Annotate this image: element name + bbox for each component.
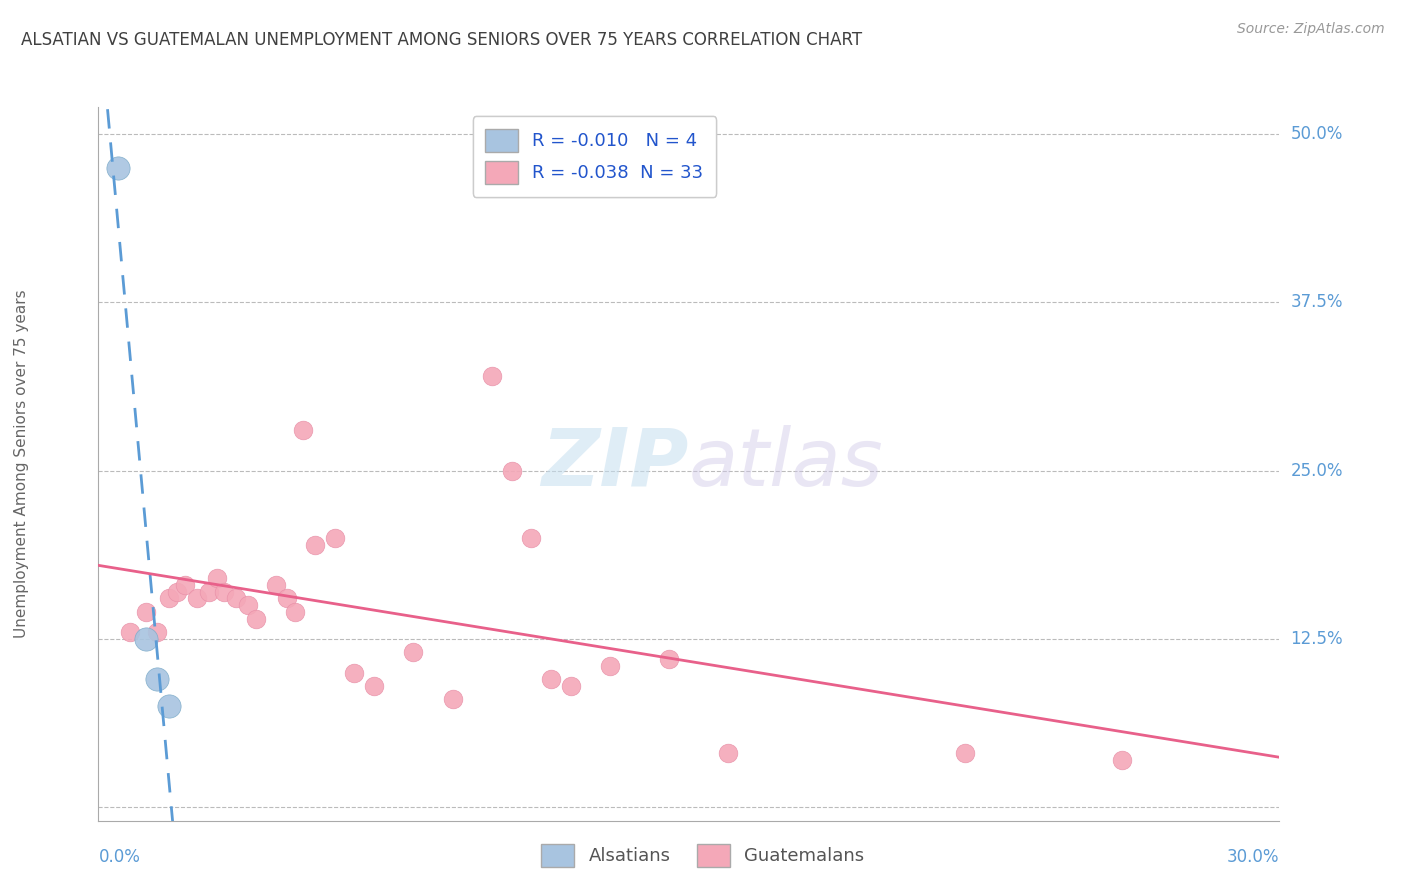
Point: [135, 605, 157, 619]
Text: 50.0%: 50.0%: [1291, 125, 1343, 143]
Point: [214, 584, 236, 599]
Point: [146, 625, 169, 640]
Text: 30.0%: 30.0%: [1227, 848, 1279, 866]
Point: [953, 747, 976, 761]
Point: [402, 645, 425, 659]
Point: [186, 591, 208, 606]
Point: [166, 584, 188, 599]
Text: atlas: atlas: [689, 425, 884, 503]
Point: [292, 423, 315, 437]
Point: [157, 699, 180, 714]
Text: 25.0%: 25.0%: [1291, 461, 1343, 480]
Point: [441, 692, 464, 706]
Point: [118, 625, 141, 640]
Point: [323, 531, 346, 545]
Point: [236, 598, 259, 612]
Text: 37.5%: 37.5%: [1291, 293, 1343, 311]
Text: Unemployment Among Seniors over 75 years: Unemployment Among Seniors over 75 years: [14, 290, 30, 638]
Point: [245, 612, 267, 626]
Legend: Alsatians, Guatemalans: Alsatians, Guatemalans: [534, 837, 872, 874]
Point: [599, 658, 621, 673]
Point: [343, 665, 366, 680]
Point: [146, 673, 169, 687]
Point: [264, 578, 287, 592]
Point: [157, 591, 180, 606]
Point: [174, 578, 197, 592]
Point: [658, 652, 681, 666]
Point: [107, 161, 129, 175]
Legend: R = -0.010   N = 4, R = -0.038  N = 33: R = -0.010 N = 4, R = -0.038 N = 33: [472, 116, 716, 197]
Point: [1111, 753, 1133, 767]
Point: [135, 632, 157, 646]
Text: 12.5%: 12.5%: [1291, 630, 1343, 648]
Point: [205, 571, 228, 585]
Point: [540, 673, 562, 687]
Point: [501, 464, 523, 478]
Point: [197, 584, 219, 599]
Point: [717, 747, 740, 761]
Point: [520, 531, 543, 545]
Point: [481, 369, 503, 384]
Text: Source: ZipAtlas.com: Source: ZipAtlas.com: [1237, 22, 1385, 37]
Point: [284, 605, 307, 619]
Text: 0.0%: 0.0%: [98, 848, 141, 866]
Point: [304, 538, 326, 552]
Text: ZIP: ZIP: [541, 425, 689, 503]
Point: [560, 679, 582, 693]
Point: [276, 591, 298, 606]
Text: ALSATIAN VS GUATEMALAN UNEMPLOYMENT AMONG SENIORS OVER 75 YEARS CORRELATION CHAR: ALSATIAN VS GUATEMALAN UNEMPLOYMENT AMON…: [21, 31, 862, 49]
Point: [225, 591, 247, 606]
Point: [363, 679, 385, 693]
